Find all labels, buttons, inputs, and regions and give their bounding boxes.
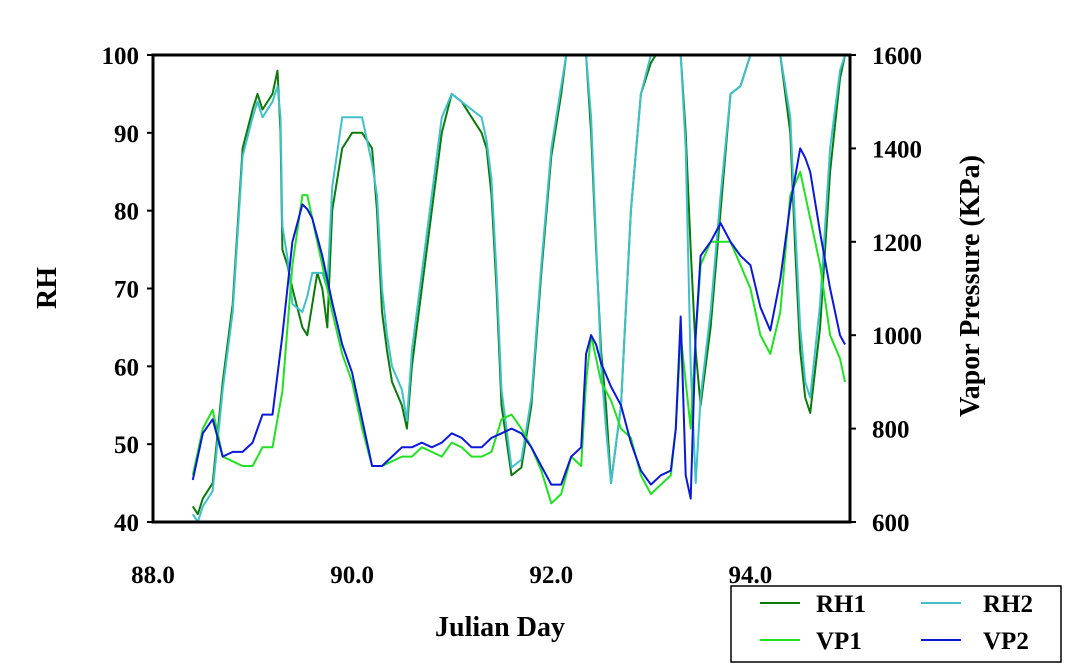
series-line-vp1 [191,170,846,505]
y-tick-label: 80 [114,199,139,226]
y-tick-label: 100 [102,43,140,70]
x-tick-label: 94.0 [729,562,773,589]
y2-tick-label: 1200 [872,230,922,257]
y2-tick-label: 1000 [872,323,922,350]
y2-tick-label: 1600 [872,43,922,70]
y-tick-label: 90 [114,121,139,148]
legend-label-rh1: RH1 [816,591,866,618]
series-line-vp2 [191,147,846,500]
legend-label-rh2: RH2 [983,591,1033,618]
y-tick-label: 40 [114,510,139,537]
tick-layer: 40 50 60 70 80 90 100 600 800 1000 1200 1400 1600 88.… [102,43,923,589]
y2-axis-title: Vapor Pressure (KPa) [955,155,986,417]
x-tick-label: 92.0 [529,562,573,589]
x-axis-title: Julian Day [435,612,565,643]
series-layer [191,54,846,523]
series-line-rh2 [191,54,846,523]
legend-label-vp1: VP1 [816,628,862,655]
y-tick-label: 60 [114,354,139,381]
plot-frame [151,53,852,524]
x-tick-label: 90.0 [330,562,374,589]
legend: RH1 RH2 VP1 VP2 [730,585,1062,663]
y-tick-label: 50 [114,432,139,459]
y2-tick-label: 800 [872,417,910,444]
y-tick-label: 70 [114,277,139,304]
y-axis-title: RH [32,267,63,309]
legend-label-vp2: VP2 [983,628,1029,655]
legend-box [730,585,1062,663]
y2-tick-label: 1400 [872,136,922,163]
x-tick-label: 88.0 [131,562,175,589]
y2-tick-label: 600 [872,510,910,537]
